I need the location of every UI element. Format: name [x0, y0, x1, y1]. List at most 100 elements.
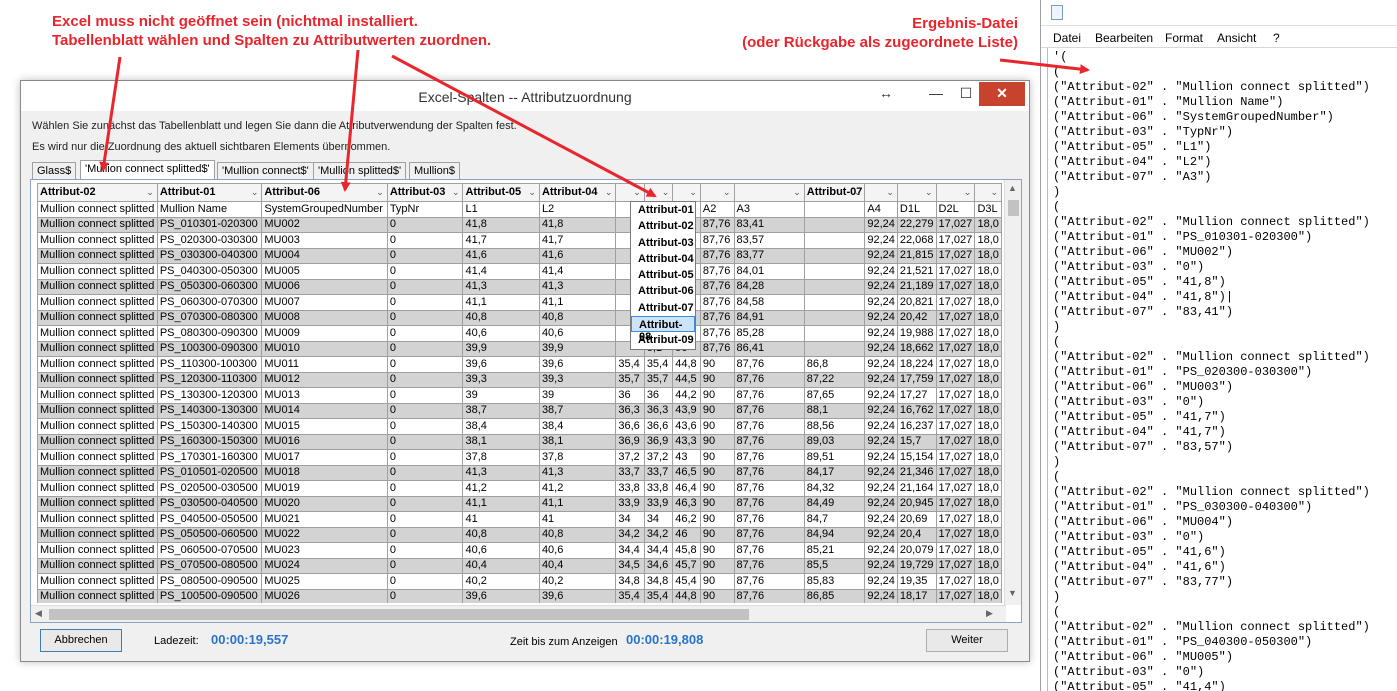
notepad-text-area[interactable]: '( ( ("Attribut-02" . "Mullion connect s…: [1047, 48, 1387, 691]
menu-bearbeiten[interactable]: Bearbeiten: [1095, 31, 1154, 45]
table-row[interactable]: Mullion connect splitted PS_050500-060500…: [37, 526, 1002, 543]
chevron-down-icon[interactable]: ⌄: [604, 187, 613, 197]
notepad-titlebar[interactable]: [1041, 0, 1397, 26]
chevron-down-icon[interactable]: ⌄: [793, 187, 801, 197]
table-row[interactable]: Mullion connect splitted PS_140300-130300…: [37, 402, 1002, 419]
table-row[interactable]: Mullion connect splitted PS_170301-160300…: [37, 449, 1002, 466]
table-row[interactable]: Mullion connect splitted PS_070300-080300…: [37, 309, 1002, 326]
table-row[interactable]: Mullion connect splitted PS_010301-020300…: [37, 216, 1002, 233]
column-attribute-select[interactable]: ⌄: [615, 183, 645, 202]
table-row[interactable]: Mullion connect splitted PS_020500-030500…: [37, 480, 1002, 497]
table-row[interactable]: Mullion connect splitted PS_110300-100300…: [37, 356, 1002, 373]
menu-help[interactable]: ?: [1273, 31, 1280, 45]
column-attribute-select[interactable]: Attribut-03 ⌄: [386, 183, 464, 202]
chevron-down-icon[interactable]: ⌄: [990, 187, 998, 197]
table-row[interactable]: Mullion connect splitted PS_130300-120300…: [37, 387, 1002, 404]
table-row[interactable]: Mullion connect splitted PS_080300-090300…: [37, 325, 1002, 342]
horizontal-scroll-thumb[interactable]: [49, 609, 749, 620]
dropdown-option[interactable]: Attribut-01: [638, 204, 694, 216]
scroll-right-icon[interactable]: ▶: [986, 608, 993, 618]
chevron-down-icon[interactable]: ⌄: [963, 187, 972, 197]
menu-format[interactable]: Format: [1165, 31, 1204, 45]
dropdown-option[interactable]: Attribut-08: [631, 316, 695, 343]
chevron-down-icon[interactable]: ⌄: [376, 187, 384, 197]
chevron-down-icon[interactable]: ⌄: [633, 187, 641, 197]
table-row[interactable]: Mullion connect splitted PS_010501-020500…: [37, 464, 1002, 481]
attribute-dropdown-list[interactable]: Attribut-01 Attribut-02 Attribut-03 Attribu…: [630, 201, 696, 350]
chevron-down-icon[interactable]: ⌄: [451, 187, 460, 197]
table-row[interactable]: Mullion connect splitted PS_100300-090300…: [37, 340, 1002, 357]
resize-icon[interactable]: ↔: [879, 85, 893, 101]
next-button[interactable]: Weiter: [926, 629, 1008, 652]
chevron-down-icon[interactable]: ⌄: [146, 187, 154, 197]
column-attribute-select[interactable]: ⌄: [733, 183, 805, 202]
vertical-scrollbar[interactable]: ▲ ▼: [1004, 180, 1021, 605]
table-row[interactable]: Mullion connect splitted PS_080500-090500…: [37, 573, 1002, 590]
table-row[interactable]: Mullion connect splitted PS_070500-080500…: [37, 557, 1002, 574]
chevron-down-icon[interactable]: ⌄: [661, 187, 670, 197]
column-attribute-select[interactable]: ⌄: [699, 183, 735, 202]
table-row[interactable]: Mullion connect splitted PS_060500-070500…: [37, 542, 1002, 559]
chevron-down-icon[interactable]: ⌄: [723, 187, 731, 197]
table-row[interactable]: Mullion connect splitted PS_020300-030300…: [37, 232, 1002, 249]
dialog-titlebar[interactable]: Excel-Spalten -- Attributzuordnung ↔ — ☐…: [21, 81, 1029, 111]
column-attribute-select[interactable]: ⌄: [643, 183, 674, 202]
scroll-down-icon[interactable]: ▼: [1008, 588, 1017, 598]
column-attribute-select[interactable]: ⌄: [896, 183, 937, 202]
tab-glass[interactable]: Glass$: [32, 162, 77, 179]
table-row[interactable]: Mullion connect splitted PS_040300-050300…: [37, 263, 1002, 280]
dropdown-option[interactable]: Attribut-07: [638, 301, 694, 314]
dropdown-option[interactable]: Attribut-06: [638, 285, 694, 298]
table-cell: Mullion connect splitted: [37, 309, 158, 326]
table-cell: 86,85: [803, 588, 866, 603]
scroll-left-icon[interactable]: ◀: [35, 608, 42, 618]
column-attribute-select[interactable]: Attribut-04 ⌄: [538, 183, 617, 202]
dropdown-option[interactable]: Attribut-04: [638, 252, 694, 265]
column-attribute-select[interactable]: Attribut-05 ⌄: [462, 183, 540, 202]
minimize-icon[interactable]: —: [929, 85, 943, 101]
dropdown-option[interactable]: Attribut-05: [638, 269, 694, 282]
chevron-down-icon[interactable]: ⌄: [853, 187, 862, 197]
table-row[interactable]: Mullion connect splitted PS_160300-150300…: [37, 433, 1002, 450]
table-row[interactable]: Mullion connect splitted PS_050300-060300…: [37, 278, 1002, 295]
table-row[interactable]: Mullion connect splitted PS_040500-050500…: [37, 511, 1002, 528]
column-attribute-select[interactable]: ⌄: [974, 183, 1002, 202]
dropdown-option[interactable]: Attribut-09: [638, 334, 694, 347]
tab-mullion-connect[interactable]: 'Mullion connect$': [217, 162, 314, 179]
column-attribute-select[interactable]: Attribut-06 ⌄: [261, 183, 388, 202]
chevron-down-icon[interactable]: ⌄: [528, 187, 536, 197]
table-row[interactable]: Mullion connect splitted PS_100500-090500…: [37, 588, 1002, 603]
menu-datei[interactable]: Datei: [1053, 31, 1082, 45]
cancel-button[interactable]: Abbrechen: [40, 629, 122, 652]
scroll-up-icon[interactable]: ▲: [1008, 183, 1017, 193]
maximize-icon[interactable]: ☐: [959, 85, 973, 101]
menu-ansicht[interactable]: Ansicht: [1217, 31, 1257, 45]
column-attribute-select[interactable]: ⌄: [864, 183, 898, 202]
table-cell: 87,22: [803, 371, 866, 388]
chevron-down-icon[interactable]: ⌄: [689, 187, 697, 197]
table-row[interactable]: Mullion connect splitted PS_120300-110300…: [37, 371, 1002, 388]
tab-mullion-connect-splitted[interactable]: 'Mullion connect splitted$': [80, 160, 215, 180]
tab-mullion[interactable]: Mullion$: [409, 162, 460, 179]
tab-mullion-splitted[interactable]: 'Mullion splitted$': [313, 162, 407, 179]
table-row[interactable]: Mullion connect splitted PS_030500-040500…: [37, 495, 1002, 512]
dropdown-option[interactable]: Attribut-02: [638, 220, 694, 233]
column-attribute-select[interactable]: Attribut-02 ⌄: [37, 183, 158, 202]
chevron-down-icon[interactable]: ⌄: [925, 187, 933, 197]
column-attribute-select[interactable]: Attribut-01 ⌄: [156, 183, 263, 202]
table-cell: 87,76: [699, 340, 735, 357]
chevron-down-icon[interactable]: ⌄: [250, 187, 259, 197]
column-attribute-select[interactable]: ⌄: [672, 183, 701, 202]
table-row[interactable]: Mullion connect splitted PS_150300-140300…: [37, 418, 1002, 435]
vertical-scroll-thumb[interactable]: [1008, 200, 1019, 216]
column-attribute-select[interactable]: Attribut-07 ⌄: [803, 183, 866, 202]
horizontal-scrollbar[interactable]: ◀ ▶: [31, 605, 1006, 622]
column-attribute-select[interactable]: ⌄: [935, 183, 976, 202]
table-row[interactable]: Mullion connect splitted PS_060300-070300…: [37, 294, 1002, 311]
table-cell: PS_020500-030500: [156, 480, 263, 497]
table-row[interactable]: Mullion connect splitted PS_030300-040300…: [37, 247, 1002, 264]
dropdown-option[interactable]: Attribut-03: [638, 236, 694, 249]
close-icon[interactable]: ✕: [979, 82, 1025, 106]
chevron-down-icon[interactable]: ⌄: [886, 187, 894, 197]
table-cell: 38,1: [462, 433, 540, 450]
